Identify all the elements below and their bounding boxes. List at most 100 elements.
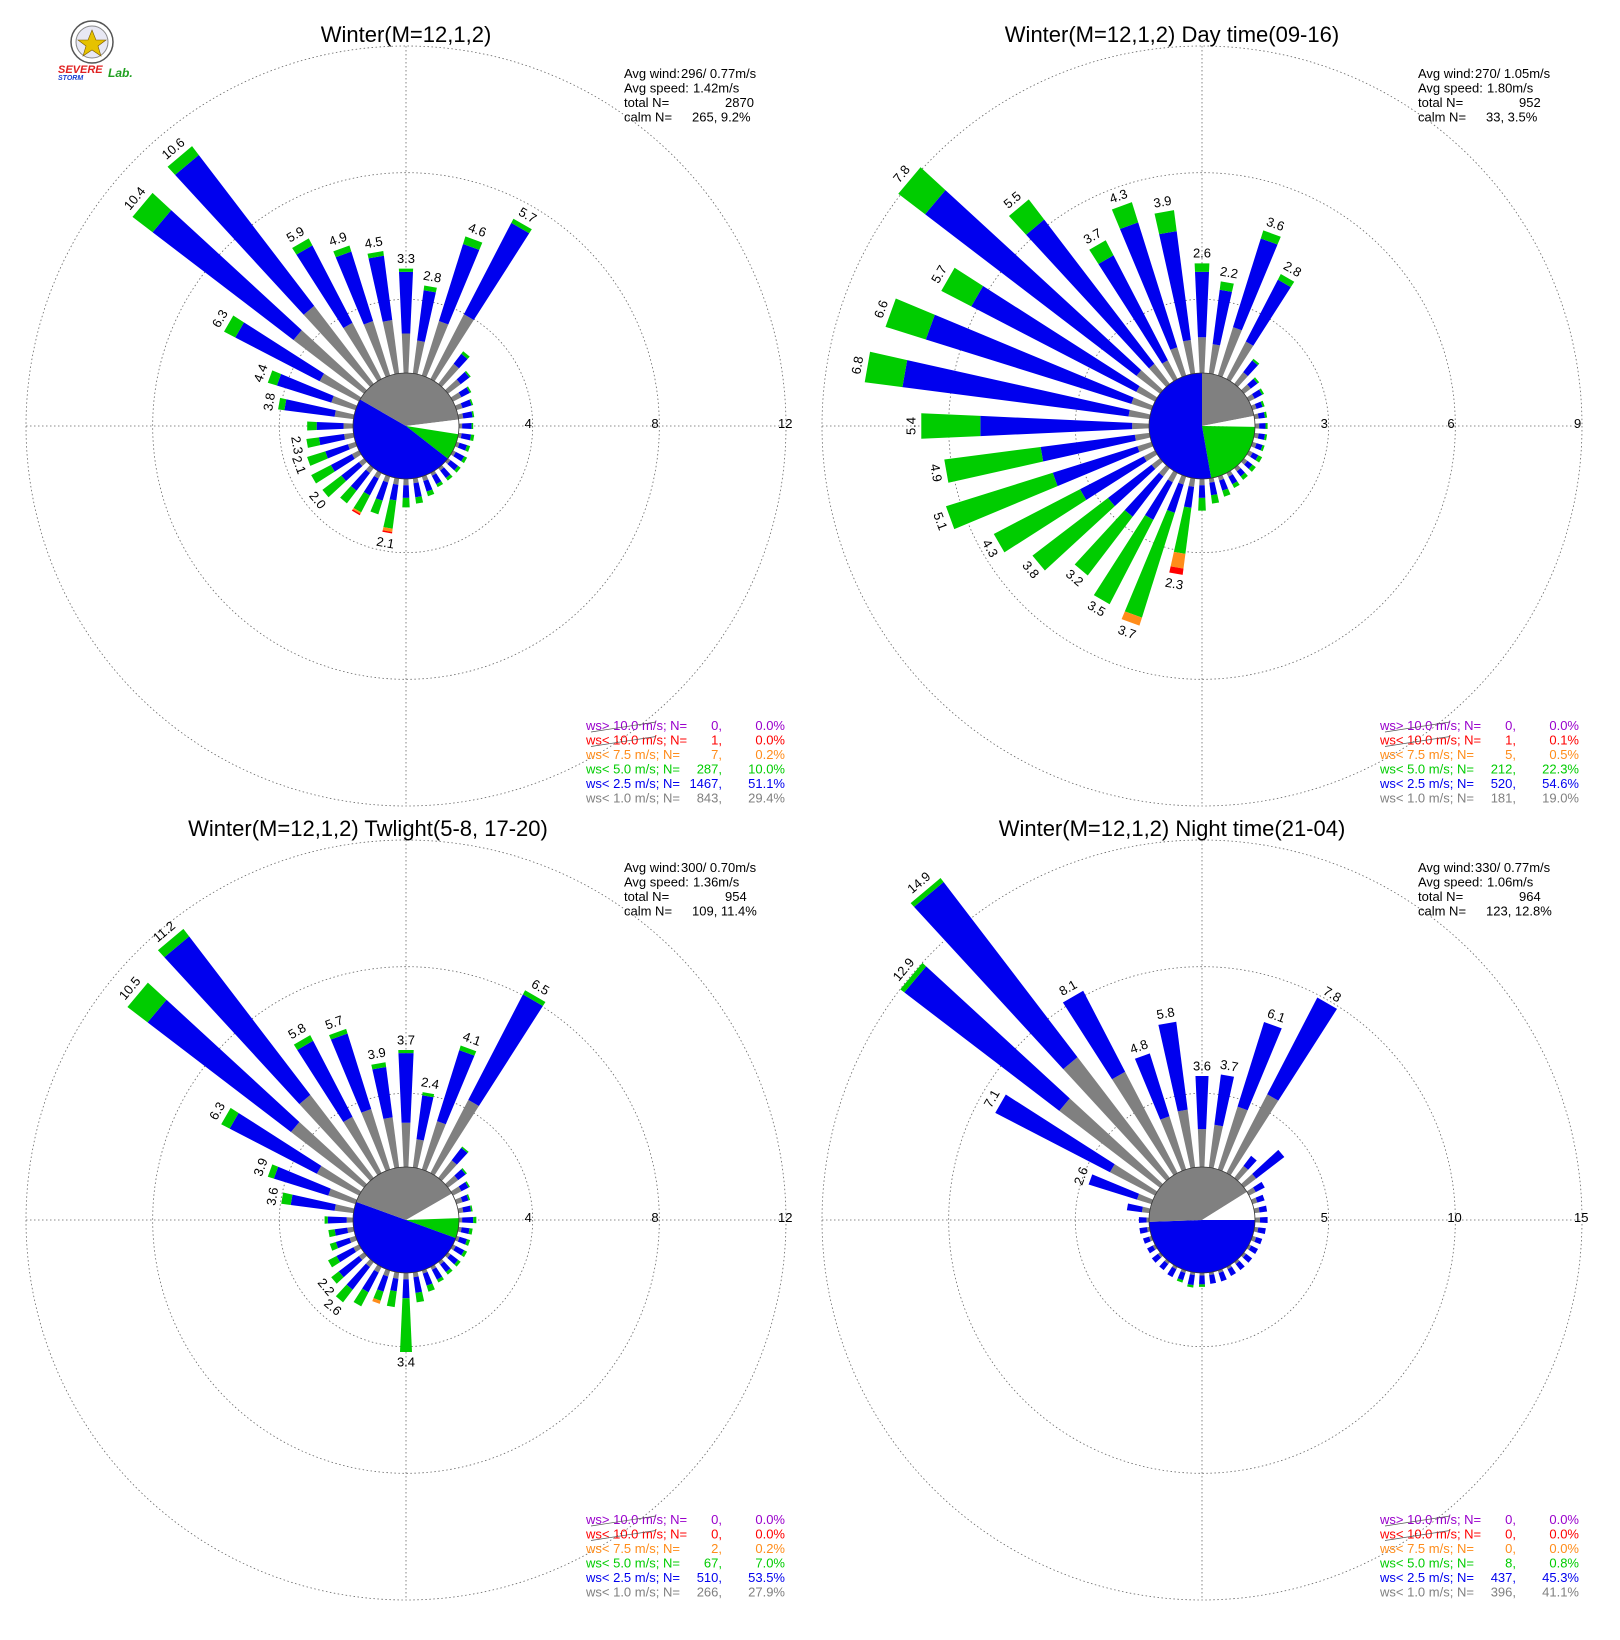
legend-stroke	[1384, 736, 1451, 747]
sector-240-seg-0	[351, 450, 362, 459]
legend-label: ws< 7.5 m/s; N=	[585, 747, 680, 762]
stat-value: 954	[725, 889, 747, 904]
sector-30-seg-2	[511, 218, 532, 234]
legend-percent: 0.1%	[1549, 733, 1579, 748]
sector-300-seg-0	[1109, 1164, 1158, 1196]
logo-word-storm: STORM	[58, 75, 83, 82]
wind-rose-panel-4: 5 10 153.6 3.76.17.82.67.112.914.98.14.85.8…	[821, 816, 1588, 1601]
sector-90-seg-0	[1254, 423, 1260, 429]
sector-270-seg-1	[980, 415, 1133, 437]
sector-50-seg-1	[454, 1169, 466, 1181]
sector-260-seg-0	[347, 1226, 355, 1233]
sector-280-seg-2	[278, 397, 287, 411]
sector-140-seg-2	[1240, 472, 1248, 480]
sector-250-seg-2	[307, 451, 328, 466]
sector-0-seg-1	[398, 271, 414, 334]
legend-label: ws< 1.0 m/s; N=	[1379, 1585, 1474, 1600]
sector-200-seg-1	[1167, 482, 1184, 513]
sector-220-seg-0	[1164, 1259, 1170, 1265]
sector-20-seg-0	[421, 321, 449, 378]
sector-150-seg-2	[1232, 481, 1240, 489]
sector-60-seg-2	[1259, 388, 1265, 395]
sector-160-seg-2	[426, 489, 435, 497]
sector-140-seg-0	[438, 1259, 445, 1265]
sector-200-seg-2	[370, 498, 383, 515]
sector-280-seg-0	[1141, 1206, 1151, 1214]
sector-210-seg-0	[1167, 470, 1178, 483]
sector-50-seg-1	[1252, 1149, 1285, 1179]
sector-0-seg-2	[398, 268, 414, 272]
sector-340-seg-0	[1170, 347, 1187, 378]
sector-70-seg-0	[1250, 1197, 1258, 1205]
stat-value: 1.42m/s	[693, 81, 740, 96]
sector-330-seg-2	[293, 1035, 314, 1050]
sector-70-seg-1	[460, 1194, 469, 1203]
sector-180-seg-2	[402, 497, 410, 508]
sector-20-seg-1	[1237, 1021, 1282, 1111]
sector-170-seg-0	[412, 477, 419, 484]
sector-300-seg-1	[229, 1112, 322, 1174]
legend-percent: 0.0%	[755, 733, 785, 748]
sector-330-seg-1	[297, 1040, 353, 1122]
legend-label: ws< 7.5 m/s; N=	[1379, 747, 1474, 762]
sector-40-seg-0	[1234, 372, 1248, 387]
sector-30-seg-0	[430, 314, 474, 382]
stat-label: Avg wind:	[1418, 66, 1474, 81]
legend-label: ws< 7.5 m/s; N=	[1379, 1541, 1474, 1556]
center-pie-calm	[1202, 415, 1255, 427]
sector-160-seg-2	[426, 1283, 435, 1292]
sector-50-seg-2	[461, 1168, 467, 1175]
sector-200-seg-2	[1124, 510, 1175, 618]
sector-280-seg-1	[284, 399, 336, 417]
sector-160-seg-0	[1217, 1268, 1224, 1273]
center-pie-lt2_5	[353, 399, 448, 480]
legend-percent: 41.1%	[1542, 1585, 1579, 1600]
sector-label: 4.3	[1107, 186, 1129, 206]
sector-60-seg-0	[450, 392, 462, 402]
sector-190-seg-1	[390, 1277, 399, 1292]
sector-220-seg-0	[1158, 465, 1170, 477]
sector-340-seg-1	[335, 251, 374, 325]
sector-190-seg-3	[382, 527, 393, 532]
center-pie-lt1b	[360, 373, 406, 426]
legend-count: 266,	[697, 1585, 722, 1600]
sector-90-seg-1	[1260, 1217, 1268, 1223]
sector-label: 5.8	[1155, 1004, 1175, 1022]
sector-label: 3.9	[1152, 193, 1172, 211]
sector-270-seg-1	[1138, 1217, 1147, 1223]
sector-130-seg-1	[447, 460, 459, 471]
sector-340-seg-2	[329, 1028, 348, 1040]
sector-40-seg-1	[1243, 1155, 1257, 1170]
stat-label: total N=	[624, 889, 669, 904]
stat-label: total N=	[624, 95, 669, 110]
stat-value: 270/ 1.05m/s	[1475, 66, 1551, 81]
sector-60-seg-1	[458, 387, 470, 398]
sector-200-seg-1	[377, 1274, 389, 1292]
sector-label: 2.4	[420, 1074, 440, 1092]
sector-220-seg-2	[335, 1284, 353, 1303]
sector-20-seg-0	[1217, 327, 1242, 378]
center-pie-lt5	[406, 1218, 459, 1239]
sector-150-seg-2	[436, 481, 444, 488]
sector-190-seg-0	[1188, 477, 1196, 487]
stat-label: Avg wind:	[624, 66, 680, 81]
sector-140-seg-1	[1235, 1260, 1245, 1271]
legend-count: 0,	[1505, 1527, 1516, 1542]
sector-80-seg-1	[1257, 412, 1266, 419]
sector-40-seg-2	[461, 351, 470, 360]
sector-240-seg-1	[1079, 456, 1147, 501]
sector-280-seg-2	[864, 351, 908, 388]
sector-150-seg-0	[430, 1264, 437, 1270]
sector-label: 3.6	[1264, 214, 1286, 234]
sector-160-seg-1	[1218, 1271, 1227, 1282]
sector-100-seg-0	[1253, 1226, 1259, 1233]
sector-50-seg-2	[1253, 377, 1260, 384]
sector-60-seg-1	[1253, 1181, 1265, 1193]
sector-label: 4.4	[250, 362, 270, 384]
sector-190-seg-0	[393, 1271, 400, 1279]
sector-30-seg-1	[468, 994, 543, 1106]
sector-210-seg-1	[1145, 479, 1173, 520]
sector-220-seg-0	[365, 465, 374, 474]
sector-150-seg-0	[430, 470, 437, 476]
sector-220-seg-2	[1074, 510, 1133, 576]
